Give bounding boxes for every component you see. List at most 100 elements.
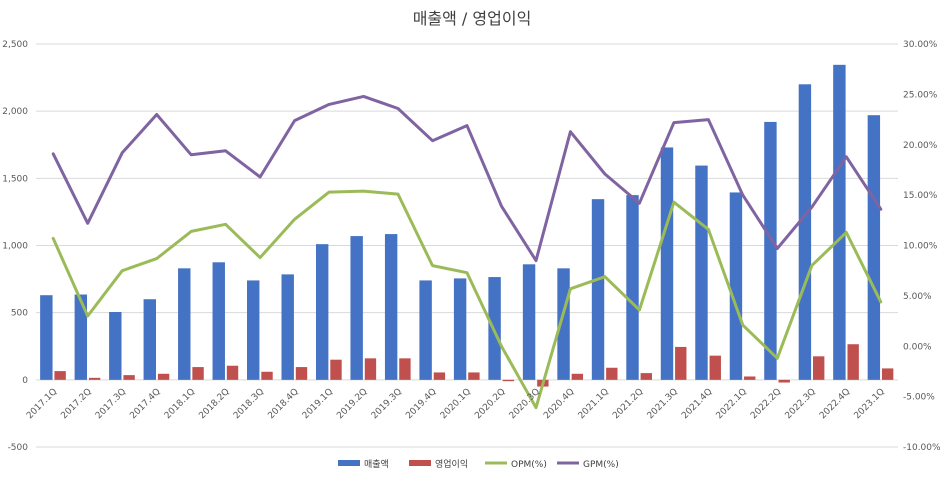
y-axis-left: -500 0 500 1,000 1,500 2,000 2,500: [2, 40, 28, 453]
x-tick-label: 2022.1Q: [715, 387, 749, 421]
x-tick-label: 2022.2Q: [749, 387, 783, 421]
y-left-tick-label: 2,000: [2, 107, 28, 117]
y-right-tick-label: -5.00%: [903, 393, 935, 403]
operating-profit-bar: [675, 346, 687, 380]
operating-profit-bar: [364, 358, 377, 380]
legend-swatch: [338, 460, 360, 466]
legend-item: 영업이익: [409, 458, 468, 470]
legend-item: OPM(%): [485, 460, 547, 470]
x-tick-label: 2018.1Q: [163, 387, 197, 421]
y-left-tick-label: 1,500: [2, 174, 28, 184]
revenue-bar: [384, 234, 398, 380]
legend-swatch: [409, 460, 431, 466]
revenue-bar: [212, 262, 225, 380]
legend-label: OPM(%): [511, 460, 547, 470]
operating-profit-bar: [226, 365, 239, 380]
revenue-bar: [798, 84, 812, 380]
x-tick-label: 2020.4Q: [542, 387, 576, 421]
legend-item: GPM(%): [557, 460, 619, 470]
revenue-bar: [109, 311, 122, 380]
revenue-bar: [74, 294, 88, 380]
x-tick-label: 2019.1Q: [301, 387, 335, 421]
x-tick-label: 2022.4Q: [818, 387, 852, 421]
x-tick-label: 2022.3Q: [784, 387, 818, 421]
y-right-tick-label: 5.00%: [903, 292, 932, 302]
revenue-bar: [247, 280, 260, 380]
x-tick-label: 2018.2Q: [197, 387, 231, 421]
x-tick-label: 2017.3Q: [94, 387, 128, 421]
y-axis-right: -10.00% -5.00% 0.00% 5.00% 10.00% 15.00% 20.00…: [903, 40, 941, 453]
revenue-bar: [695, 165, 708, 380]
y-right-tick-label: 10.00%: [903, 242, 938, 252]
operating-profit-bar: [54, 371, 66, 380]
y-left-tick-label: 2,500: [2, 40, 28, 50]
operating-profit-bar: [881, 368, 894, 380]
revenue-bar: [143, 299, 156, 380]
x-tick-label: 2021.2Q: [611, 387, 645, 421]
revenue-bar: [350, 236, 363, 380]
operating-profit-bar: [330, 359, 342, 380]
x-axis: 2017.1Q 2017.2Q 2017.3Q 2017.4Q 2018.1Q 2018.…: [25, 387, 887, 421]
operating-profit-bar: [847, 344, 859, 380]
y-left-tick-label: 0: [22, 376, 28, 386]
x-tick-label: 2017.2Q: [59, 387, 93, 421]
bar-series: [40, 64, 894, 387]
revenue-bar: [315, 244, 329, 380]
gpm-line: [51, 94, 883, 263]
y-left-tick-label: -500: [8, 443, 29, 453]
opm-line: [51, 189, 883, 410]
x-tick-label: 2017.4Q: [128, 387, 162, 421]
operating-profit-bar: [261, 371, 273, 380]
x-tick-label: 2017.1Q: [25, 387, 59, 421]
operating-profit-bar: [813, 356, 825, 380]
revenue-bar: [178, 268, 191, 380]
x-tick-label: 2021.3Q: [646, 387, 680, 421]
y-left-tick-label: 500: [11, 309, 28, 319]
revenue-bar: [419, 280, 432, 380]
legend-label: 영업이익: [435, 458, 468, 470]
operating-profit-bar: [606, 367, 618, 380]
revenue-bar: [833, 64, 846, 380]
legend-label: 매출액: [364, 458, 389, 470]
operating-profit-bar: [433, 372, 446, 380]
operating-profit-bar: [123, 375, 135, 380]
y-right-tick-label: -10.00%: [903, 443, 941, 453]
revenue-bar: [660, 147, 674, 380]
legend-item: 매출액: [338, 458, 389, 470]
operating-profit-bar: [192, 367, 204, 380]
chart-title: 매출액 / 영업이익: [413, 9, 532, 28]
y-right-tick-label: 30.00%: [903, 40, 938, 50]
operating-profit-bar: [744, 376, 756, 380]
operating-profit-bar: [157, 373, 170, 380]
x-tick-label: 2021.4Q: [680, 387, 714, 421]
revenue-bar: [281, 274, 294, 380]
x-tick-label: 2020.1Q: [439, 387, 473, 421]
revenue-bar: [764, 121, 777, 380]
x-tick-label: 2019.2Q: [335, 387, 369, 421]
operating-profit-bar: [468, 372, 480, 380]
operating-profit-bar: [778, 379, 790, 383]
y-left-tick-label: 1,000: [2, 242, 28, 252]
revenue-bar: [729, 192, 743, 380]
operating-profit-bar: [88, 377, 101, 380]
x-tick-label: 2020.2Q: [473, 387, 507, 421]
x-tick-label: 2019.3Q: [370, 387, 404, 421]
operating-profit-bar: [502, 379, 515, 382]
x-tick-label: 2023.1Q: [853, 387, 887, 421]
operating-profit-bar: [399, 358, 411, 380]
operating-profit-bar: [709, 355, 721, 380]
revenue-bar: [591, 199, 605, 380]
operating-profit-bar: [571, 373, 584, 380]
y-right-tick-label: 15.00%: [903, 191, 938, 201]
x-tick-label: 2018.4Q: [266, 387, 300, 421]
y-right-tick-label: 0.00%: [903, 342, 932, 352]
revenue-bar: [557, 268, 570, 380]
revenue-bar: [40, 295, 53, 380]
x-tick-label: 2018.3Q: [232, 387, 266, 421]
x-tick-label: 2021.1Q: [577, 387, 611, 421]
revenue-bar: [626, 195, 639, 380]
operating-profit-bar: [295, 367, 308, 380]
y-right-tick-label: 20.00%: [903, 141, 938, 151]
legend: 매출액 영업이익 OPM(%) GPM(%): [338, 458, 619, 470]
